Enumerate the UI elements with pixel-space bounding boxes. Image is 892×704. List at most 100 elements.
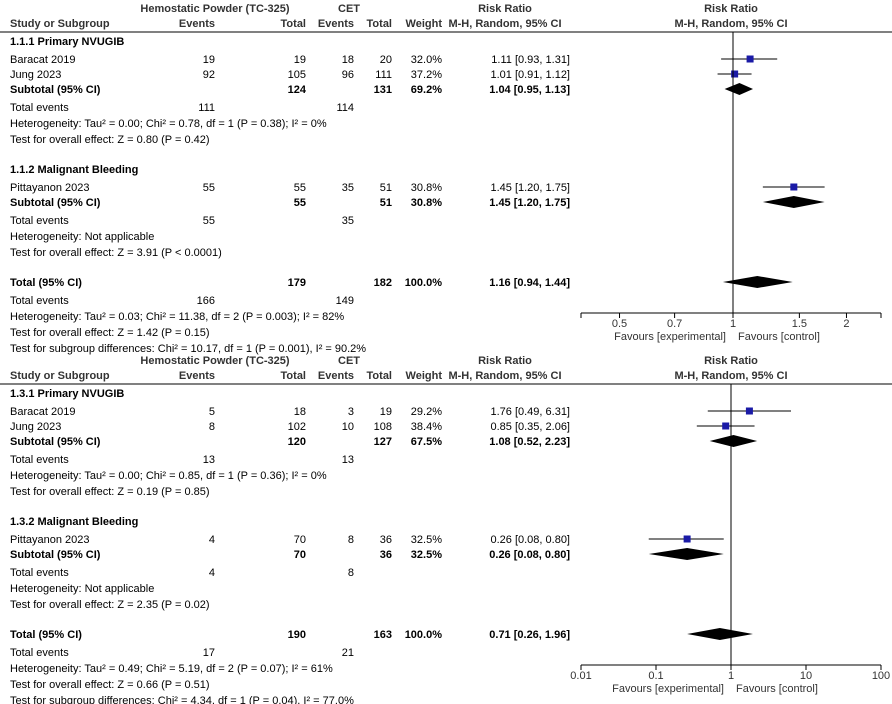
weight-header: Weight (406, 18, 443, 30)
total-events-label: Total events (10, 215, 69, 227)
subtotal-label: Subtotal (95% CI) (10, 436, 101, 448)
total-experimental-events-sum: 17 (203, 647, 215, 659)
subtotal-weight: 32.5% (411, 549, 442, 561)
total-experimental-total: 190 (288, 629, 306, 641)
study-experimental-total: 102 (288, 421, 306, 433)
study-weight: 29.2% (411, 406, 442, 418)
subtotal-ci: 1.04 [0.95, 1.13] (489, 84, 570, 96)
study-column-header: Study or Subgroup (10, 18, 110, 30)
study-control-events: 10 (342, 421, 354, 433)
study-name: Baracat 2019 (10, 54, 75, 66)
total-experimental-events-sum: 166 (197, 295, 215, 307)
subtotal-label: Subtotal (95% CI) (10, 549, 101, 561)
total-diamond (687, 628, 753, 640)
study-ci: 1.76 [0.49, 6.31] (490, 406, 570, 418)
x-axis-tick-label: 100 (872, 670, 890, 682)
subtotal-control-total: 131 (374, 84, 392, 96)
study-effect-marker (746, 55, 754, 63)
plot-method-header: M-H, Random, 95% CI (674, 370, 787, 382)
subtotal-experimental-total: 124 (288, 84, 307, 96)
plot-method-header: M-H, Random, 95% CI (674, 18, 787, 30)
subtotal-label: Subtotal (95% CI) (10, 84, 101, 96)
x-axis-tick-label: 0.01 (570, 670, 591, 682)
subtotal-ci: 1.45 [1.20, 1.75] (489, 197, 570, 209)
study-control-total: 36 (380, 534, 392, 546)
study-control-total: 51 (380, 182, 392, 194)
total-weight: 100.0% (405, 277, 443, 289)
study-name: Jung 2023 (10, 421, 61, 433)
method-header: M-H, Random, 95% CI (448, 370, 561, 382)
study-weight: 32.0% (411, 54, 442, 66)
study-experimental-total: 55 (294, 182, 306, 194)
total-events-label: Total events (10, 567, 69, 579)
subtotal-label: Subtotal (95% CI) (10, 197, 101, 209)
subtotal-control-total: 51 (380, 197, 392, 209)
x-axis-tick-label: 0.5 (612, 318, 627, 330)
control-events-header: Events (318, 370, 354, 382)
x-axis-tick-label: 10 (800, 670, 812, 682)
total-weight: 100.0% (405, 629, 443, 641)
subgroup-control-events-sum: 35 (342, 215, 354, 227)
subgroup-control-events-sum: 13 (342, 454, 354, 466)
subgroup-title: 1.3.2 Malignant Bleeding (10, 516, 138, 528)
study-ci: 0.26 [0.08, 0.80] (490, 534, 570, 546)
risk-ratio-header: Risk Ratio (478, 355, 532, 367)
study-weight: 37.2% (411, 69, 442, 81)
total-events-label: Total events (10, 102, 69, 114)
subtotal-diamond (724, 83, 754, 95)
study-weight: 30.8% (411, 182, 442, 194)
study-control-total: 20 (380, 54, 392, 66)
subgroup-control-events-sum: 114 (336, 102, 354, 114)
study-experimental-total: 70 (294, 534, 306, 546)
total-diamond (722, 276, 793, 288)
study-experimental-total: 18 (294, 406, 306, 418)
study-control-events: 96 (342, 69, 354, 81)
study-ci: 1.45 [1.20, 1.75] (490, 182, 570, 194)
total-control-total: 182 (374, 277, 392, 289)
study-effect-marker (790, 183, 798, 191)
subtotal-weight: 69.2% (411, 84, 442, 96)
experimental-total-header: Total (281, 18, 306, 30)
study-name: Pittayanon 2023 (10, 534, 90, 546)
study-experimental-total: 19 (294, 54, 306, 66)
study-name: Jung 2023 (10, 69, 61, 81)
subtotal-experimental-total: 70 (294, 549, 306, 561)
x-axis-tick-label: 0.1 (648, 670, 663, 682)
total-overall-effect-text: Test for overall effect: Z = 1.42 (P = 0… (10, 327, 210, 339)
heterogeneity-text: Heterogeneity: Not applicable (10, 583, 154, 595)
study-experimental-events: 4 (209, 534, 215, 546)
overall-effect-text: Test for overall effect: Z = 2.35 (P = 0… (10, 599, 210, 611)
study-weight: 38.4% (411, 421, 442, 433)
experimental-group-header: Hemostatic Powder (TC-325) (140, 355, 289, 367)
total-ci: 1.16 [0.94, 1.44] (489, 277, 570, 289)
subtotal-experimental-total: 120 (288, 436, 306, 448)
weight-header: Weight (406, 370, 443, 382)
subtotal-control-total: 127 (374, 436, 392, 448)
x-axis-tick-label: 1.5 (792, 318, 807, 330)
study-name: Pittayanon 2023 (10, 182, 90, 194)
experimental-group-header: Hemostatic Powder (TC-325) (140, 3, 289, 15)
heterogeneity-text: Heterogeneity: Tau² = 0.00; Chi² = 0.78,… (10, 118, 327, 130)
study-column-header: Study or Subgroup (10, 370, 110, 382)
subgroup-experimental-events-sum: 111 (198, 102, 215, 114)
study-control-events: 35 (342, 182, 354, 194)
method-header: M-H, Random, 95% CI (448, 18, 561, 30)
total-ci: 0.71 [0.26, 1.96] (489, 629, 570, 641)
study-name: Baracat 2019 (10, 406, 75, 418)
subtotal-control-total: 36 (380, 549, 392, 561)
x-axis-tick-label: 0.7 (667, 318, 682, 330)
heterogeneity-text: Heterogeneity: Not applicable (10, 231, 154, 243)
subgroup-control-events-sum: 8 (348, 567, 354, 579)
study-experimental-events: 19 (203, 54, 215, 66)
control-group-header: CET (338, 3, 360, 15)
risk-ratio-header: Risk Ratio (478, 3, 532, 15)
study-experimental-total: 105 (288, 69, 306, 81)
favours-control-label: Favours [control] (736, 683, 818, 695)
subtotal-ci: 0.26 [0.08, 0.80] (489, 549, 570, 561)
total-control-events-sum: 149 (336, 295, 354, 307)
study-experimental-events: 55 (203, 182, 215, 194)
total-experimental-total: 179 (288, 277, 306, 289)
study-experimental-events: 92 (203, 69, 215, 81)
overall-effect-text: Test for overall effect: Z = 0.80 (P = 0… (10, 134, 210, 146)
study-effect-marker (745, 407, 753, 415)
